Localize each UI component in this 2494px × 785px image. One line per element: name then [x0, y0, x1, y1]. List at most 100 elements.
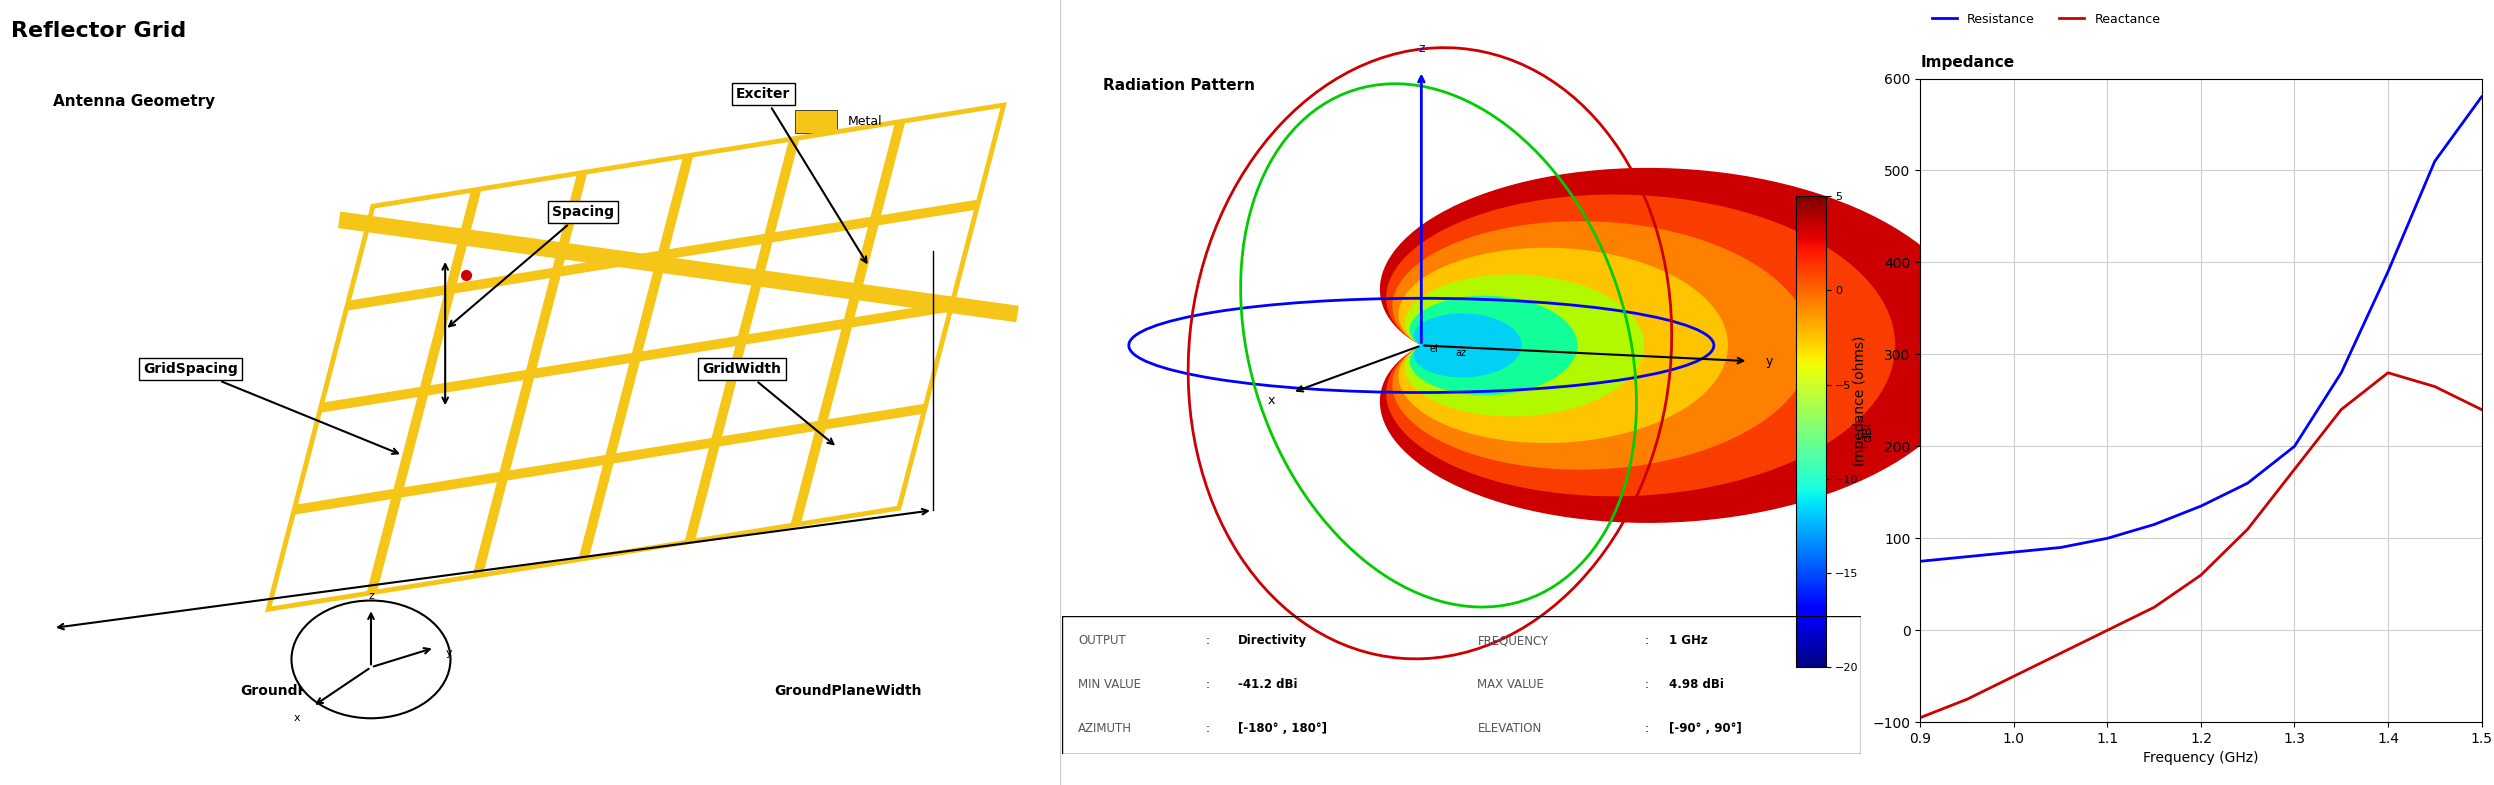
Reactance	[2045, 648, 2075, 658]
Polygon shape	[272, 499, 392, 606]
Text: :: :	[1646, 678, 1649, 692]
Bar	[796, 141, 838, 165]
Circle shape	[292, 601, 451, 718]
Text: x: x	[1267, 394, 1274, 407]
Text: Reflector Grid: Reflector Grid	[10, 21, 187, 42]
Text: Exciter: Exciter	[736, 87, 865, 262]
Reactance	[2140, 603, 2170, 612]
Text: :: :	[1207, 634, 1210, 648]
Text: MAX VALUE: MAX VALUE	[1476, 678, 1544, 692]
Polygon shape	[377, 482, 496, 590]
Polygon shape	[1379, 168, 1978, 523]
Polygon shape	[1387, 195, 1895, 496]
Bar	[796, 110, 838, 133]
Resistance	[2327, 368, 2357, 378]
Polygon shape	[404, 380, 524, 487]
Polygon shape	[324, 295, 444, 402]
Polygon shape	[1399, 248, 1728, 443]
Text: y: y	[1766, 355, 1773, 367]
Reactance	[2280, 465, 2309, 474]
Text: Impedance: Impedance	[1920, 56, 2015, 71]
Text: MIN VALUE: MIN VALUE	[1077, 678, 1142, 692]
Text: Antenna Geometry: Antenna Geometry	[52, 94, 214, 109]
Polygon shape	[616, 346, 736, 453]
Text: ELEVATION: ELEVATION	[1476, 722, 1541, 736]
Reactance	[2374, 368, 2404, 378]
Text: Directivity: Directivity	[1237, 634, 1307, 648]
Text: :: :	[1646, 634, 1649, 648]
Resistance	[2374, 267, 2404, 276]
Text: 4.98 dBi: 4.98 dBi	[1668, 678, 1723, 692]
Text: AZIMUTH: AZIMUTH	[1077, 722, 1132, 736]
Polygon shape	[1404, 275, 1644, 416]
Polygon shape	[1409, 296, 1576, 395]
Resistance	[2467, 92, 2494, 101]
Text: :: :	[1207, 722, 1210, 736]
Polygon shape	[855, 210, 973, 317]
Text: GridWidth: GridWidth	[703, 362, 833, 444]
Polygon shape	[352, 193, 471, 300]
Resistance	[2185, 502, 2215, 511]
Text: x: x	[294, 713, 299, 723]
Text: z: z	[1419, 42, 1424, 55]
Text: :: :	[1646, 722, 1649, 736]
Reactance	[2000, 671, 2030, 681]
Text: Spacing: Spacing	[449, 205, 614, 327]
Reactance	[2327, 405, 2357, 414]
Text: Feed: Feed	[848, 147, 878, 159]
Reactance	[2467, 405, 2494, 414]
Resistance	[2280, 442, 2309, 451]
Reactance	[1953, 695, 1983, 704]
Resistance	[2092, 534, 2122, 543]
Bar	[0, 0, 2494, 63]
Polygon shape	[456, 176, 576, 283]
Text: OUTPUT: OUTPUT	[1077, 634, 1127, 648]
X-axis label: Frequency (GHz): Frequency (GHz)	[2142, 751, 2260, 765]
Polygon shape	[564, 159, 683, 266]
Reactance	[2185, 571, 2215, 580]
Polygon shape	[589, 448, 708, 555]
Polygon shape	[723, 329, 840, 436]
Text: Metal: Metal	[848, 115, 883, 128]
Line: Reactance: Reactance	[1920, 373, 2482, 717]
Polygon shape	[1414, 313, 1521, 378]
Polygon shape	[1392, 221, 1811, 469]
Line: Resistance: Resistance	[1920, 97, 2482, 561]
Polygon shape	[668, 142, 788, 249]
Resistance	[2045, 542, 2075, 552]
Text: :: :	[1207, 678, 1210, 692]
Text: y: y	[446, 648, 451, 658]
Reactance	[2092, 626, 2122, 635]
Polygon shape	[299, 397, 416, 504]
Polygon shape	[643, 244, 761, 351]
Polygon shape	[431, 278, 549, 385]
Polygon shape	[696, 431, 816, 539]
Text: 1 GHz: 1 GHz	[1668, 634, 1708, 648]
Text: az: az	[1456, 349, 1466, 358]
Text: [-90° , 90°]: [-90° , 90°]	[1668, 722, 1741, 736]
Polygon shape	[264, 102, 1008, 612]
Legend: Resistance, Reactance: Resistance, Reactance	[1928, 8, 2165, 31]
Text: Radiation Pattern: Radiation Pattern	[1102, 78, 1254, 93]
Polygon shape	[511, 363, 628, 470]
Text: GridSpacing: GridSpacing	[145, 362, 399, 454]
Reactance	[2232, 524, 2262, 534]
Text: GroundPlaneLength: GroundPlaneLength	[239, 684, 397, 698]
Resistance	[2232, 478, 2262, 487]
Resistance	[1905, 557, 1935, 566]
Reactance	[1905, 713, 1935, 722]
Polygon shape	[880, 108, 1000, 215]
Polygon shape	[828, 312, 948, 419]
Text: FREQUENCY: FREQUENCY	[1476, 634, 1549, 648]
Y-axis label: Impedance (ohms): Impedance (ohms)	[1853, 335, 1868, 466]
Resistance	[2140, 520, 2170, 529]
Text: GroundPlaneWidth: GroundPlaneWidth	[773, 684, 923, 698]
Polygon shape	[801, 414, 920, 521]
Polygon shape	[776, 125, 895, 232]
Y-axis label: dBi: dBi	[1861, 422, 1875, 442]
Text: el: el	[1429, 345, 1439, 354]
Text: -41.2 dBi: -41.2 dBi	[1237, 678, 1297, 692]
Text: [-180° , 180°]: [-180° , 180°]	[1237, 722, 1327, 736]
Text: z: z	[369, 590, 374, 601]
Polygon shape	[536, 261, 656, 368]
